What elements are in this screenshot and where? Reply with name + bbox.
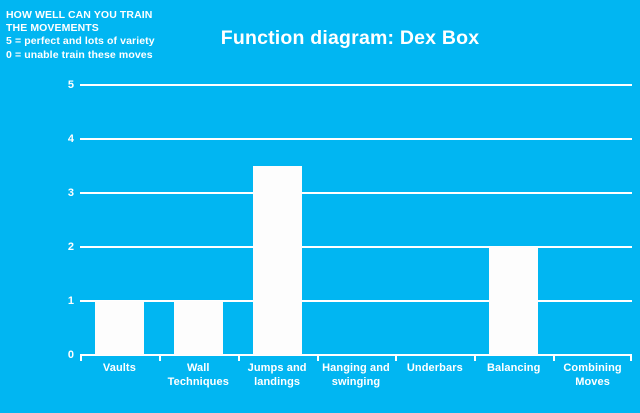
legend-line-3: 5 = perfect and lots of variety [6, 35, 155, 48]
x-tick-5 [474, 355, 477, 361]
bar-wall-techniques[interactable] [173, 301, 223, 355]
x-tick-6 [553, 355, 556, 361]
bar-balancing[interactable] [489, 247, 539, 355]
gridline-4 [80, 138, 632, 140]
y-tick-label-5: 5 [67, 79, 74, 91]
gridline-1 [80, 300, 632, 302]
legend-line-4: 0 = unable train these moves [6, 48, 153, 61]
gridline-5 [80, 84, 632, 86]
x-tick-2 [237, 355, 240, 361]
x-axis-labels: Vaults Wall Techniques Jumps and landings H… [80, 361, 632, 407]
x-tick-0 [80, 355, 82, 361]
x-tick-7 [630, 355, 632, 361]
x-axis-label-balancing: Balancing [486, 362, 541, 374]
bar-vaults[interactable] [94, 301, 144, 355]
y-tick-label-4: 4 [67, 133, 74, 145]
bar-jumps-and-landings[interactable] [252, 166, 302, 355]
x-axis-label-hanging-and-swinging: Hanging and swinging [322, 362, 390, 388]
y-tick-label-1: 1 [67, 295, 74, 307]
legend-line-2: THE MOVEMENTS [6, 22, 99, 35]
legend-caption-block: HOW WELL CAN YOU TRAIN THE MOVEMENTS 5 =… [6, 9, 226, 62]
plot-area [80, 84, 632, 356]
chart-title: Function diagram: Dex Box [220, 27, 480, 49]
gridline-3 [80, 192, 632, 194]
x-tick-4 [395, 355, 398, 361]
y-tick-label-3: 3 [67, 187, 74, 199]
x-axis-label-jumps-and-landings: Jumps and landings [247, 362, 307, 388]
x-axis-ticks [80, 355, 632, 362]
legend-line-1: HOW WELL CAN YOU TRAIN [6, 9, 153, 21]
x-axis-label-wall-techniques: Wall Techniques [167, 362, 229, 388]
x-axis-label-underbars: Underbars [406, 362, 463, 374]
x-tick-3 [316, 355, 319, 361]
x-axis-label-vaults: Vaults [102, 362, 136, 374]
y-tick-label-0: 0 [67, 349, 74, 361]
axis-baseline [80, 354, 632, 356]
bars-layer [80, 85, 632, 355]
y-tick-label-2: 2 [67, 241, 74, 253]
gridline-2 [80, 246, 632, 248]
x-axis-label-combining-moves: Combining Moves [563, 362, 622, 388]
y-axis-labels: 0 1 2 3 4 5 [44, 79, 74, 361]
x-tick-1 [158, 355, 161, 361]
